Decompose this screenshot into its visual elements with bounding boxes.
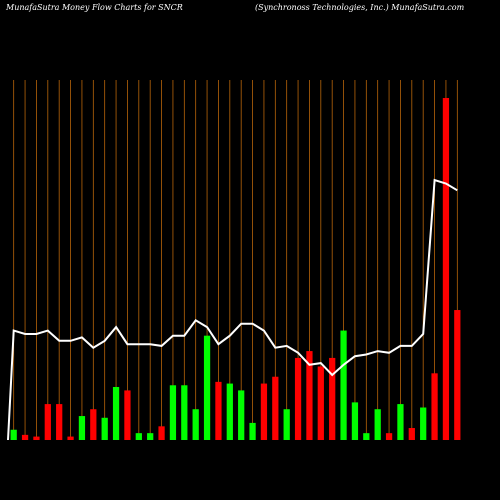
money-flow-bar [420,407,427,440]
money-flow-bar [44,404,51,440]
money-flow-bar [21,434,29,440]
money-flow-bar [363,433,370,440]
money-flow-bar [340,330,347,440]
money-flow-bar [112,386,120,440]
chart-title-right: (Synchronoss Technologies, Inc.) MunafaS… [255,3,465,12]
money-flow-bar [33,436,40,440]
money-flow-bar [215,381,222,440]
money-flow-bar [442,98,450,440]
money-flow-bar [408,428,415,440]
money-flow-bar [192,409,199,440]
money-flow-bar [329,357,336,440]
chart-title-left: MunafaSutra Money Flow Charts for SNCR [6,3,183,12]
money-flow-bar [294,357,302,440]
grid-lines [13,80,458,440]
money-flow-bar [385,433,393,440]
money-flow-bar [181,385,188,440]
money-flow-bar [124,390,131,440]
money-flow-bar [454,310,461,440]
money-flow-bar [135,433,142,440]
money-flow-bar [56,404,63,440]
money-flow-bars [10,98,461,440]
money-flow-bar [306,351,313,440]
money-flow-bar [283,409,290,440]
price-line-group [7,178,458,441]
money-flow-bar [203,335,211,440]
money-flow-bar [78,416,86,440]
money-flow-bar [67,436,74,440]
money-flow-bar [397,404,404,440]
money-flow-bar [101,417,108,440]
money-flow-bar [10,429,17,440]
money-flow-bar [238,390,245,440]
money-flow-bar [158,426,165,440]
money-flow-bar [317,366,324,440]
money-flow-bar [90,409,97,440]
price-line [7,178,458,441]
money-flow-bar [431,373,438,440]
money-flow-bar [374,409,381,440]
money-flow-bar [260,383,268,440]
money-flow-bar [169,385,177,440]
money-flow-bar [249,422,256,440]
money-flow-bar [147,433,154,440]
money-flow-bar [351,402,359,440]
money-flow-bar [272,376,279,440]
money-flow-bar [226,383,233,440]
